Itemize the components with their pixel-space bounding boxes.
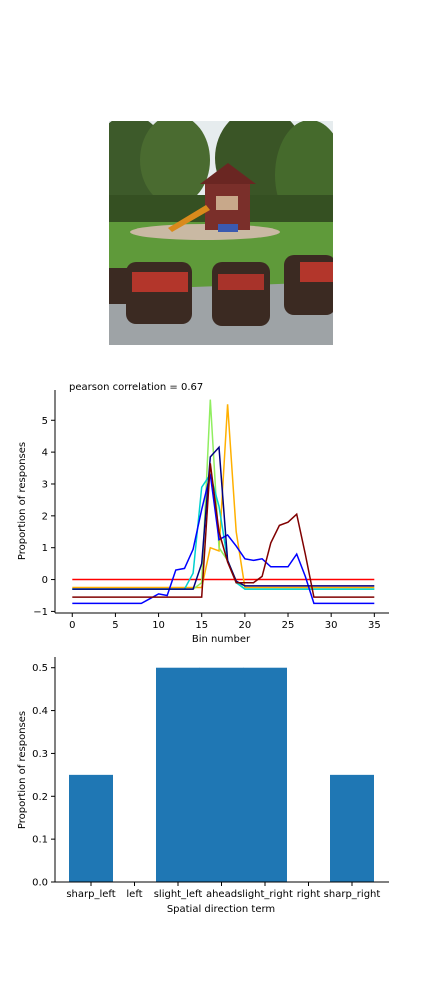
bar-sharp_right [330,774,374,882]
x-tick-label: 25 [282,620,295,631]
y-tick-label: 0.2 [32,792,48,803]
line-series-group [72,399,375,605]
y-tick-label: 0.0 [32,878,48,889]
x-tick-label: ahead [206,889,237,900]
y-tick-label: 0.3 [32,749,48,760]
line-chart: pearson correlation = 0.67 0 5 10 15 20 25 30 3… [17,382,389,645]
x-tick-label: slight_right [237,889,293,900]
bar-chart: sharp_left left slight_left ahead slight_rig… [17,657,389,915]
series-line-6 [72,463,375,598]
x-ticks: sharp_left left slight_left ahead slight_rig… [66,882,380,900]
y-tick-label: 5 [42,416,48,427]
x-ticks: 0 5 10 15 20 25 30 35 [69,613,381,631]
bar-group [69,667,374,882]
series-line-3 [72,472,375,590]
y-ticks: 0.0 0.1 0.2 0.3 0.4 0.5 [32,663,55,889]
y-tick-label: 3 [42,479,48,490]
x-tick-label: 5 [112,620,118,631]
y-tick-label: 4 [42,448,48,459]
x-tick-label: 20 [239,620,252,631]
y-tick-label: 0.4 [32,706,48,717]
series-line-1 [72,404,375,589]
series-line-4 [72,474,375,605]
y-tick-label: 2 [42,511,48,522]
x-axis-label: Bin number [192,634,251,645]
x-tick-label: 10 [152,620,165,631]
bar-slight_right [243,667,287,882]
x-tick-label: 0 [69,620,75,631]
x-tick-label: slight_left [154,889,203,900]
y-tick-label: −1 [33,607,48,618]
x-tick-label: sharp_right [324,889,381,900]
y-tick-label: 0.1 [32,835,48,846]
bar-ahead [199,667,244,882]
x-axis-label: Spatial direction term [167,904,275,915]
x-tick-label: sharp_left [66,889,115,900]
y-ticks: −1 0 1 2 3 4 5 [33,416,55,618]
y-tick-label: 0 [42,575,48,586]
bar-slight_left [156,667,200,882]
x-tick-label: left [126,889,142,900]
bar-sharp_left [69,774,113,882]
x-tick-label: right [297,889,321,900]
chart-title: pearson correlation = 0.67 [69,382,203,393]
series-line-5 [72,445,375,590]
backyard-playground-photo [109,121,333,345]
x-tick-label: 15 [195,620,208,631]
x-tick-label: 35 [368,620,381,631]
y-tick-label: 0.5 [32,663,48,674]
y-axis-label: Proportion of responses [17,442,28,560]
x-tick-label: 30 [325,620,338,631]
y-tick-label: 1 [42,543,48,554]
y-axis-label: Proportion of responses [17,711,28,829]
